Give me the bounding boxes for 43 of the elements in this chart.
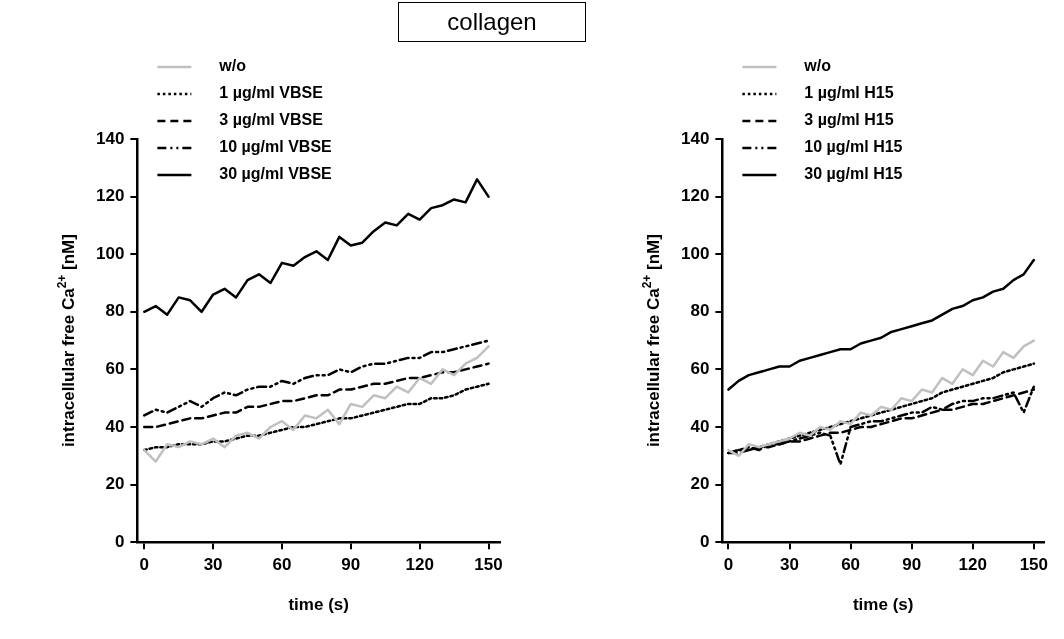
legend-label: 1 µg/ml H15 <box>804 84 894 102</box>
y-tick-label: 120 <box>680 186 710 206</box>
x-tick-label: 30 <box>203 555 223 575</box>
x-tick-label: 0 <box>723 555 734 575</box>
y-tick-label: 140 <box>680 128 710 148</box>
x-tick-label: 120 <box>958 555 987 575</box>
y-tick-label: 0 <box>699 531 710 551</box>
y-tick-label: 60 <box>105 359 125 379</box>
legend-label: 30 µg/ml H15 <box>804 165 903 183</box>
y-tick-label: 20 <box>690 474 710 494</box>
legend-label: w/o <box>803 57 832 75</box>
x-tick-label: 150 <box>474 555 503 575</box>
y-axis-title: intracellular free Ca2+ [nM] <box>639 234 664 448</box>
legend-label: 3 µg/ml VBSE <box>219 111 324 129</box>
x-tick-label: 30 <box>780 555 799 575</box>
x-tick-label: 90 <box>902 555 922 575</box>
chart-title: collagen <box>398 2 586 42</box>
y-tick-label: 140 <box>95 128 125 148</box>
x-tick-label: 0 <box>139 555 149 575</box>
x-tick-label: 90 <box>341 555 361 575</box>
y-tick-label: 20 <box>105 474 125 494</box>
legend-label: 10 µg/ml VBSE <box>219 138 333 156</box>
y-tick-label: 100 <box>95 243 125 263</box>
legend-label: 10 µg/ml H15 <box>804 138 903 156</box>
y-tick-label: 120 <box>95 186 125 206</box>
y-tick-label: 0 <box>114 531 125 551</box>
x-tick-label: 120 <box>405 555 434 575</box>
legend-label: w/o <box>218 57 247 75</box>
x-tick-label: 60 <box>841 555 861 575</box>
legend-label: 3 µg/ml H15 <box>804 111 894 129</box>
y-tick-label: 40 <box>690 416 710 436</box>
x-axis-title: time (s) <box>288 595 349 615</box>
legend-label: 30 µg/ml VBSE <box>219 165 333 183</box>
x-tick-label: 60 <box>272 555 292 575</box>
y-tick-label: 80 <box>690 301 710 321</box>
y-axis-title: intracellular free Ca2+ [nM] <box>54 234 79 448</box>
y-tick-label: 100 <box>680 243 710 263</box>
x-tick-label: 150 <box>1019 555 1049 575</box>
legend-label: 1 µg/ml VBSE <box>219 84 324 102</box>
x-axis-title: time (s) <box>852 595 914 615</box>
y-tick-label: 60 <box>690 359 710 379</box>
y-tick-label: 80 <box>105 301 125 321</box>
y-tick-label: 40 <box>105 416 125 436</box>
